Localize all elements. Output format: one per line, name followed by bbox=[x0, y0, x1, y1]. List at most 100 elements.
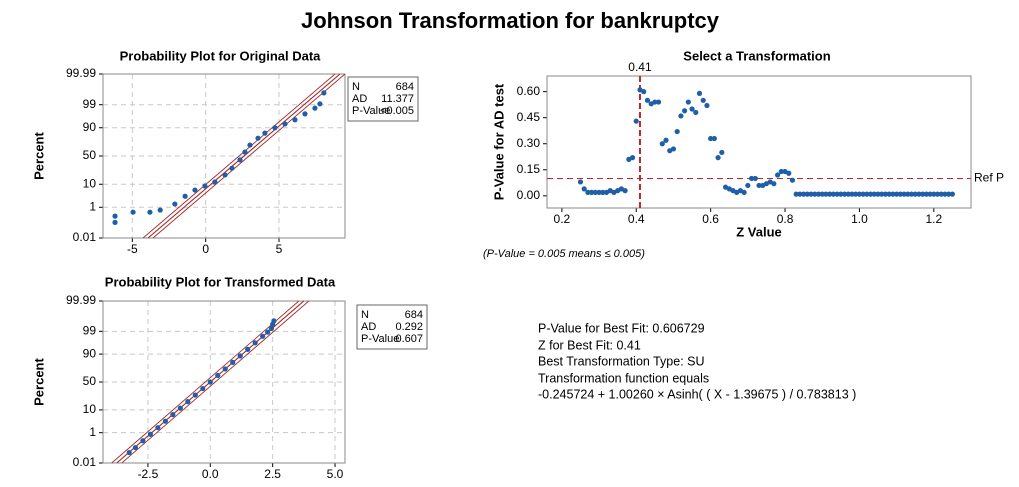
x-axis-label: Z Value bbox=[736, 224, 782, 239]
stats-label: P-Value bbox=[361, 333, 399, 345]
data-point bbox=[942, 191, 948, 197]
data-point bbox=[207, 379, 213, 385]
confidence-band bbox=[142, 74, 336, 238]
data-point bbox=[860, 191, 866, 197]
data-point bbox=[655, 99, 662, 105]
data-point bbox=[849, 191, 855, 197]
x-tick-label: 2.5 bbox=[264, 467, 281, 481]
data-point bbox=[812, 191, 818, 197]
data-point bbox=[237, 157, 243, 163]
data-point bbox=[774, 172, 781, 178]
data-point bbox=[719, 149, 725, 156]
data-point bbox=[905, 191, 911, 197]
reference-label: Ref P bbox=[974, 171, 1004, 185]
data-point bbox=[237, 353, 243, 359]
data-point bbox=[589, 189, 595, 195]
data-point bbox=[652, 99, 658, 105]
x-tick-label: 5.0 bbox=[327, 467, 344, 481]
data-point bbox=[938, 191, 944, 197]
data-point bbox=[875, 191, 881, 197]
data-point bbox=[192, 187, 198, 193]
data-point bbox=[682, 108, 688, 114]
y-tick-label: 99.99 bbox=[66, 293, 96, 307]
data-point bbox=[663, 137, 669, 143]
data-point bbox=[949, 191, 956, 197]
data-point bbox=[715, 155, 721, 161]
data-point bbox=[946, 191, 952, 197]
data-point bbox=[804, 191, 810, 197]
x-tick-label: 0.6 bbox=[702, 212, 719, 226]
result-line: Transformation function equals bbox=[538, 371, 709, 385]
data-point bbox=[157, 207, 163, 213]
confidence-band bbox=[111, 301, 300, 463]
chart-title: Probability Plot for Original Data bbox=[120, 48, 322, 63]
y-tick-label: 0.01 bbox=[73, 455, 97, 469]
data-point bbox=[112, 213, 118, 219]
data-point bbox=[172, 201, 178, 207]
data-point bbox=[685, 99, 691, 105]
data-point bbox=[321, 90, 327, 96]
stats-value: 0.292 bbox=[395, 321, 423, 333]
result-line: P-Value for Best Fit: 0.606729 bbox=[538, 321, 705, 335]
data-point bbox=[853, 191, 859, 197]
data-point bbox=[592, 189, 598, 195]
data-point bbox=[182, 193, 188, 199]
data-point bbox=[222, 366, 228, 372]
y-tick-label: 1 bbox=[89, 425, 96, 439]
data-point bbox=[931, 191, 937, 197]
data-point bbox=[711, 135, 717, 142]
data-point bbox=[644, 97, 651, 103]
data-point bbox=[130, 209, 136, 215]
data-point bbox=[786, 170, 792, 176]
data-point bbox=[871, 191, 877, 197]
x-tick-label: -2.5 bbox=[138, 467, 159, 481]
data-point bbox=[268, 325, 275, 332]
data-point bbox=[200, 385, 206, 392]
data-point bbox=[745, 182, 751, 189]
data-point bbox=[674, 128, 680, 135]
confidence-band bbox=[152, 74, 345, 238]
data-point bbox=[912, 191, 918, 197]
y-axis-label: Percent bbox=[31, 131, 46, 179]
data-point bbox=[856, 191, 863, 197]
data-point bbox=[622, 188, 628, 194]
y-tick-label: 0.30 bbox=[517, 136, 541, 150]
chart-title: Probability Plot for Transformed Data bbox=[105, 274, 336, 289]
best-z-label: 0.41 bbox=[628, 60, 652, 74]
data-point bbox=[112, 219, 118, 225]
page-title: Johnson Transformation for bankruptcy bbox=[301, 8, 720, 33]
data-point bbox=[897, 191, 903, 197]
data-point bbox=[793, 191, 799, 197]
data-point bbox=[585, 189, 591, 195]
stats-label: AD bbox=[361, 321, 376, 333]
y-tick-label: 0.45 bbox=[517, 110, 541, 124]
data-point bbox=[659, 141, 665, 147]
stats-box bbox=[347, 76, 419, 122]
stats-label: N bbox=[352, 81, 360, 93]
data-point bbox=[272, 125, 278, 131]
data-point bbox=[596, 189, 602, 195]
data-point bbox=[242, 149, 248, 155]
data-point bbox=[927, 191, 933, 197]
x-tick-label: 0.2 bbox=[554, 212, 571, 226]
stats-label: AD bbox=[352, 93, 367, 105]
data-point bbox=[177, 405, 183, 411]
data-point bbox=[192, 392, 198, 398]
data-point bbox=[819, 191, 825, 197]
data-point bbox=[222, 172, 228, 178]
data-point bbox=[778, 168, 784, 175]
data-point bbox=[170, 412, 176, 418]
data-point bbox=[282, 121, 288, 127]
plot-frame bbox=[102, 73, 346, 239]
data-point bbox=[708, 135, 714, 142]
data-point bbox=[797, 191, 803, 197]
stats-box bbox=[356, 304, 428, 350]
data-point bbox=[916, 191, 922, 197]
data-point bbox=[670, 146, 677, 152]
data-point bbox=[212, 179, 218, 185]
data-point bbox=[771, 181, 777, 187]
data-point bbox=[700, 97, 706, 103]
confidence-band bbox=[121, 301, 310, 463]
data-point bbox=[827, 191, 833, 197]
